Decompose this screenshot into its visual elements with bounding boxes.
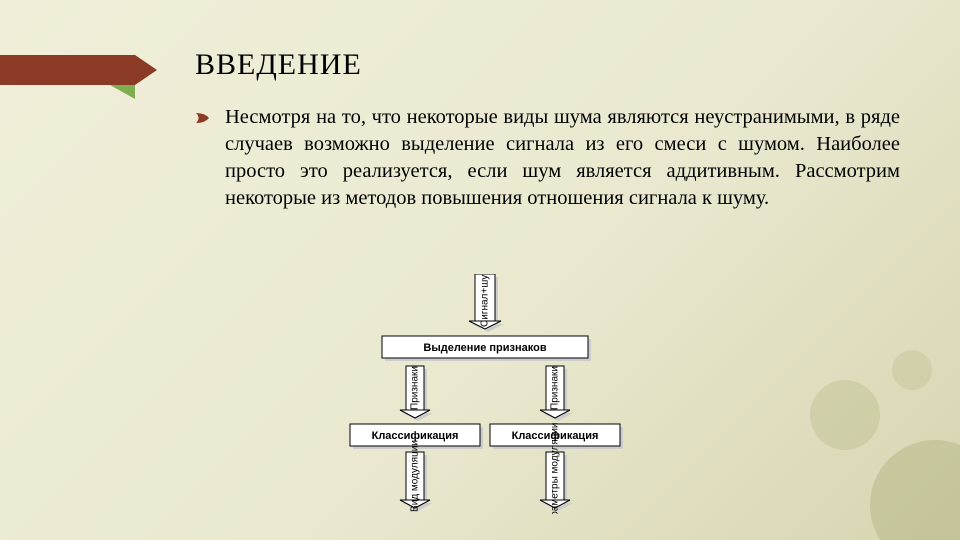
svg-text:Параметры модуляции: Параметры модуляции: [550, 422, 561, 514]
svg-text:Вид модуляции: Вид модуляции: [410, 440, 421, 512]
decor-circle: [892, 350, 932, 390]
decor-circle: [870, 440, 960, 540]
svg-text:Признаки: Признаки: [550, 366, 561, 410]
page-title: ВВЕДЕНИЕ: [195, 48, 900, 82]
svg-text:Сигнал+шум: Сигнал+шум: [480, 274, 491, 327]
title-ribbon: [0, 55, 135, 85]
svg-text:Выделение признаков: Выделение признаков: [423, 342, 546, 354]
decor-circle: [810, 380, 880, 450]
intro-paragraph: Несмотря на то, что некоторые виды шума …: [225, 104, 900, 212]
flowchart: Сигнал+шум Выделение признаков Признаки При…: [290, 274, 680, 514]
svg-text:Признаки: Признаки: [410, 366, 421, 410]
bullet-arrow-icon: [195, 110, 215, 126]
